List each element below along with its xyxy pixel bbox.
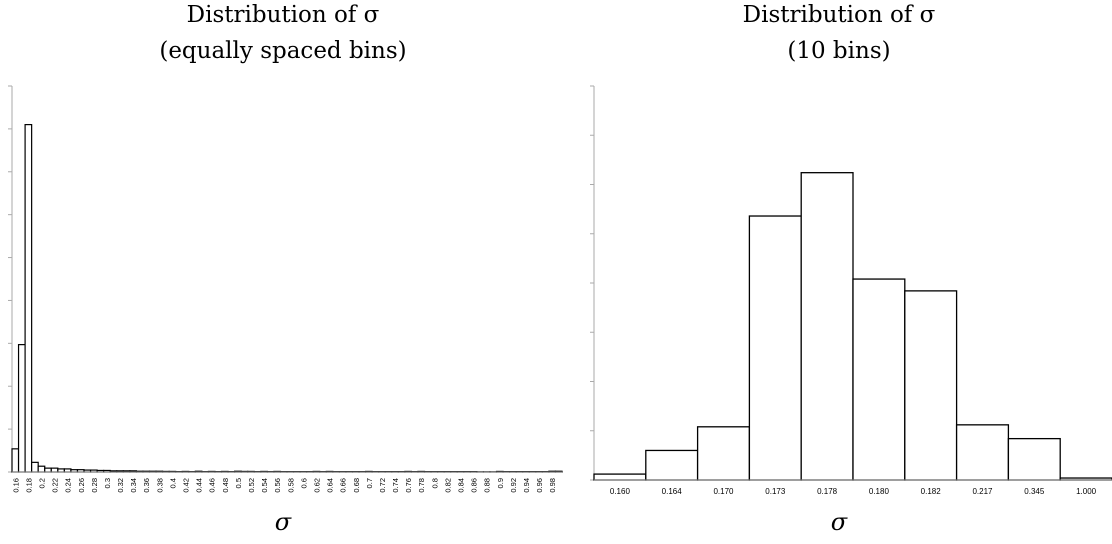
- x-tick-label: 0.5: [234, 478, 243, 488]
- x-tick-label: 0.42: [182, 478, 191, 493]
- x-tick-label: 0.72: [378, 478, 387, 493]
- x-tick-label: 0.56: [273, 478, 282, 493]
- x-tick-label: 0.48: [221, 478, 230, 493]
- x-tick-label: 0.92: [509, 478, 518, 493]
- x-tick-label: 0.173: [765, 487, 786, 496]
- x-tick-label: 0.3: [103, 478, 112, 488]
- x-tick-label: 0.178: [817, 487, 838, 496]
- chart-title: Distribution of σ: [187, 2, 380, 28]
- x-tick-label: 0.98: [548, 478, 557, 493]
- histogram-bar: [852, 278, 906, 481]
- x-tick-label: 0.46: [208, 478, 217, 493]
- x-tick-label: 0.68: [352, 478, 361, 493]
- x-tick-label: 0.76: [404, 478, 413, 493]
- x-tick-label: 0.164: [662, 487, 683, 496]
- histogram-bar: [11, 448, 20, 473]
- histogram-bar: [593, 473, 647, 481]
- histogram-bar: [37, 465, 46, 473]
- histogram-equal-bins-svg: Distribution of σ (equally spaced bins) …: [8, 2, 563, 536]
- x-tick-label: 0.74: [391, 478, 400, 493]
- x-tick-label: 0.16: [11, 478, 20, 493]
- x-tick-label: 0.2: [37, 478, 46, 488]
- histogram-bar: [1007, 437, 1061, 481]
- x-tick-label: 0.84: [457, 478, 466, 493]
- histogram-bar: [50, 467, 59, 473]
- x-tick-label: 0.6: [299, 478, 308, 488]
- x-tick-label: 0.4: [168, 478, 177, 488]
- histogram-bar: [748, 215, 802, 481]
- x-tick-label: 0.86: [470, 478, 479, 493]
- x-tick-label: 0.32: [116, 478, 125, 493]
- x-tick-label: 0.24: [64, 478, 73, 493]
- x-tick-label: 0.54: [260, 478, 269, 493]
- histogram-10-bins-svg: Distribution of σ (10 bins) σ 0.160 0.164…: [590, 2, 1112, 536]
- histogram-bar: [904, 290, 958, 481]
- x-axis-label: σ: [275, 508, 292, 536]
- x-tick-label: 0.170: [713, 487, 734, 496]
- x-axis-label: σ: [831, 508, 848, 536]
- x-tick-label: 0.62: [312, 478, 321, 493]
- x-tick-label: 0.36: [142, 478, 151, 493]
- x-tick-label: 1.000: [1076, 487, 1097, 496]
- x-tick-label: 0.18: [24, 478, 33, 493]
- x-tick-label: 0.26: [77, 478, 86, 493]
- x-tick-label: 0.64: [326, 478, 335, 493]
- x-tick-label: 0.34: [129, 478, 138, 493]
- x-tick-label: 0.7: [365, 478, 374, 488]
- histogram-10-bins: Distribution of σ (10 bins) σ 0.160 0.164…: [566, 0, 1112, 544]
- chart-title: Distribution of σ: [743, 2, 936, 28]
- histogram-bar: [44, 467, 52, 473]
- histogram-bar: [800, 172, 854, 481]
- histogram-bar: [17, 344, 26, 473]
- x-tick-label: 0.8: [430, 478, 439, 488]
- x-tick-label: 0.52: [247, 478, 256, 493]
- x-tick-label: 0.160: [610, 487, 631, 496]
- x-tick-label: 0.180: [869, 487, 890, 496]
- x-tick-label: 0.82: [443, 478, 452, 493]
- histogram-bar: [645, 449, 699, 481]
- x-tick-label: 0.9: [496, 478, 505, 488]
- x-tick-label: 0.78: [417, 478, 426, 493]
- x-tick-label: 0.345: [1024, 487, 1045, 496]
- histogram-equal-bins: Distribution of σ (equally spaced bins) …: [8, 2, 563, 536]
- x-tick-label: 0.44: [195, 478, 204, 493]
- histogram-bar: [955, 424, 1010, 481]
- x-tick-label: 0.182: [921, 487, 942, 496]
- histogram-bar: [24, 123, 33, 473]
- x-tick-label: 0.38: [155, 478, 164, 493]
- x-tick-label: 0.58: [286, 478, 295, 493]
- x-tick-label: 0.94: [522, 478, 531, 493]
- x-tick-label: 0.88: [483, 478, 492, 493]
- chart-subtitle: (10 bins): [787, 38, 890, 64]
- x-tick-label: 0.66: [339, 478, 348, 493]
- histogram-bar: [696, 426, 751, 481]
- x-tick-label: 0.96: [535, 478, 544, 493]
- x-tick-label: 0.217: [972, 487, 993, 496]
- x-tick-label: 0.22: [51, 478, 60, 493]
- chart-subtitle: (equally spaced bins): [159, 38, 406, 64]
- x-tick-label: 0.28: [90, 478, 99, 493]
- histogram-bar: [31, 461, 39, 473]
